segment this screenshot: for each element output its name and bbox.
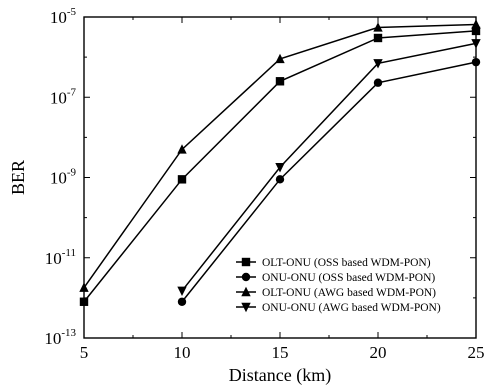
series-layer xyxy=(79,19,481,306)
legend: OLT-ONU (OSS based WDM-PON) ONU-ONU (OSS … xyxy=(236,257,441,314)
square-marker xyxy=(471,26,481,36)
x-axis-title: Distance (km) xyxy=(229,365,331,386)
legend-entry: OLT-ONU (AWG based WDM-PON) xyxy=(236,286,436,299)
y-tick-label: 10-13 xyxy=(44,327,76,348)
axis-ticks: 5 10 15 20 25 10-13 10-11 10-9 10-7 10-5 xyxy=(44,6,484,362)
square-marker xyxy=(79,297,89,306)
legend-label: OLT-ONU (OSS based WDM-PON) xyxy=(262,257,431,269)
series-3 xyxy=(79,19,481,292)
legend-triangle-up-marker xyxy=(241,286,251,297)
triangle-up-marker xyxy=(373,22,383,32)
legend-entry: ONU-ONU (OSS based WDM-PON) xyxy=(236,272,435,284)
legend-label: OLT-ONU (AWG based WDM-PON) xyxy=(262,287,436,299)
series-2 xyxy=(177,57,481,306)
legend-entry: OLT-ONU (OSS based WDM-PON) xyxy=(236,257,431,269)
triangle-down-marker xyxy=(471,39,481,49)
square-marker xyxy=(275,77,285,86)
triangle-up-marker xyxy=(177,144,187,154)
square-marker xyxy=(373,33,383,43)
y-tick-label: 10-5 xyxy=(50,6,77,27)
square-marker xyxy=(177,175,187,184)
x-tick-label: 25 xyxy=(468,343,484,362)
circle-marker xyxy=(373,78,383,87)
series-line xyxy=(83,23,477,289)
triangle-up-marker xyxy=(275,53,285,64)
series-line xyxy=(181,42,477,292)
y-tick-label: 10-7 xyxy=(50,86,77,107)
circle-marker xyxy=(471,57,481,67)
circle-marker xyxy=(275,175,285,184)
x-tick-label: 10 xyxy=(174,343,191,362)
x-tick-label: 20 xyxy=(370,343,387,362)
x-tick-label: 15 xyxy=(272,343,289,362)
y-tick-label: 10-9 xyxy=(50,167,77,188)
legend-circle-marker xyxy=(241,272,251,282)
legend-triangle-down-marker xyxy=(241,302,251,313)
legend-label: ONU-ONU (OSS based WDM-PON) xyxy=(262,272,435,284)
triangle-up-marker xyxy=(471,19,481,29)
triangle-down-marker xyxy=(373,59,383,69)
y-tick-label: 10-11 xyxy=(45,247,76,268)
legend-entry: ONU-ONU (AWG based WDM-PON) xyxy=(236,302,441,314)
triangle-down-marker xyxy=(275,163,285,173)
x-tick-label: 5 xyxy=(80,343,89,362)
legend-square-marker xyxy=(241,257,251,267)
triangle-down-marker xyxy=(177,286,187,297)
circle-marker xyxy=(177,297,187,306)
y-axis-title: BER xyxy=(8,160,28,195)
legend-label: ONU-ONU (AWG based WDM-PON) xyxy=(262,302,441,314)
series-1 xyxy=(79,26,481,306)
series-4 xyxy=(177,39,481,297)
triangle-up-marker xyxy=(79,282,89,292)
series-line xyxy=(181,61,477,303)
